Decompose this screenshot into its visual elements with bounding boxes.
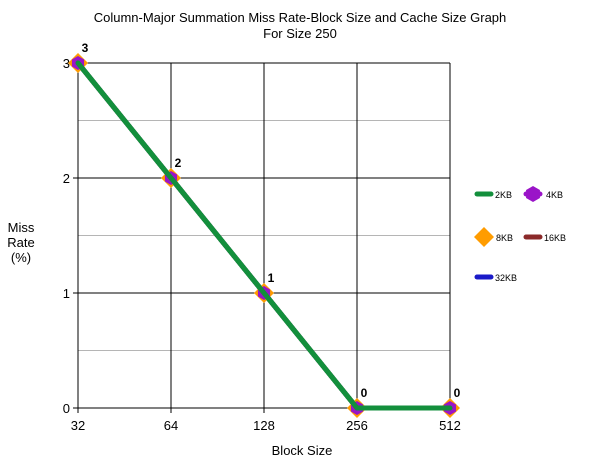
y-axis-title-line-2: Rate xyxy=(7,235,34,250)
x-tick-label: 512 xyxy=(439,418,461,433)
legend-label: 8KB xyxy=(496,233,513,243)
y-tick-label: 2 xyxy=(63,171,70,186)
legend-label: 16KB xyxy=(544,233,566,243)
series-line-2kb-top xyxy=(75,60,453,411)
data-label: 3 xyxy=(82,41,89,55)
legend-label: 32KB xyxy=(495,273,517,283)
axis-tick-labels: 0 1 2 3 32 64 128 256 512 xyxy=(63,56,461,433)
chart-title: Column-Major Summation Miss Rate-Block S… xyxy=(94,10,507,25)
data-label: 1 xyxy=(268,271,275,285)
y-tick-label: 1 xyxy=(63,286,70,301)
x-axis-title: Block Size xyxy=(272,443,333,458)
data-label-layer: 3 2 1 0 0 xyxy=(82,41,461,400)
legend-swatch-hexagon xyxy=(526,186,540,202)
legend: 2KB 4KB 8KB 16KB 32KB xyxy=(474,186,566,283)
gridlines xyxy=(73,62,451,413)
x-tick-label: 128 xyxy=(253,418,275,433)
data-label: 2 xyxy=(175,156,182,170)
chart-subtitle: For Size 250 xyxy=(263,26,337,41)
marker-layer xyxy=(68,53,460,418)
x-tick-label: 32 xyxy=(71,418,85,433)
legend-label: 2KB xyxy=(495,190,512,200)
y-tick-label: 3 xyxy=(63,56,70,71)
legend-item-32kb: 32KB xyxy=(474,273,517,283)
y-tick-label: 0 xyxy=(63,401,70,416)
x-tick-label: 64 xyxy=(164,418,178,433)
legend-label: 4KB xyxy=(546,190,563,200)
legend-item-4kb: 4KB xyxy=(523,186,563,202)
y-axis-title-line-1: Miss xyxy=(8,220,35,235)
legend-item-8kb: 8KB xyxy=(474,227,513,247)
legend-item-16kb: 16KB xyxy=(523,233,566,243)
data-label: 0 xyxy=(454,386,461,400)
legend-item-2kb: 2KB xyxy=(474,190,512,200)
x-tick-label: 256 xyxy=(346,418,368,433)
y-axis-title-line-3: (%) xyxy=(11,250,31,265)
data-label: 0 xyxy=(361,386,368,400)
legend-swatch-diamond xyxy=(474,227,494,247)
